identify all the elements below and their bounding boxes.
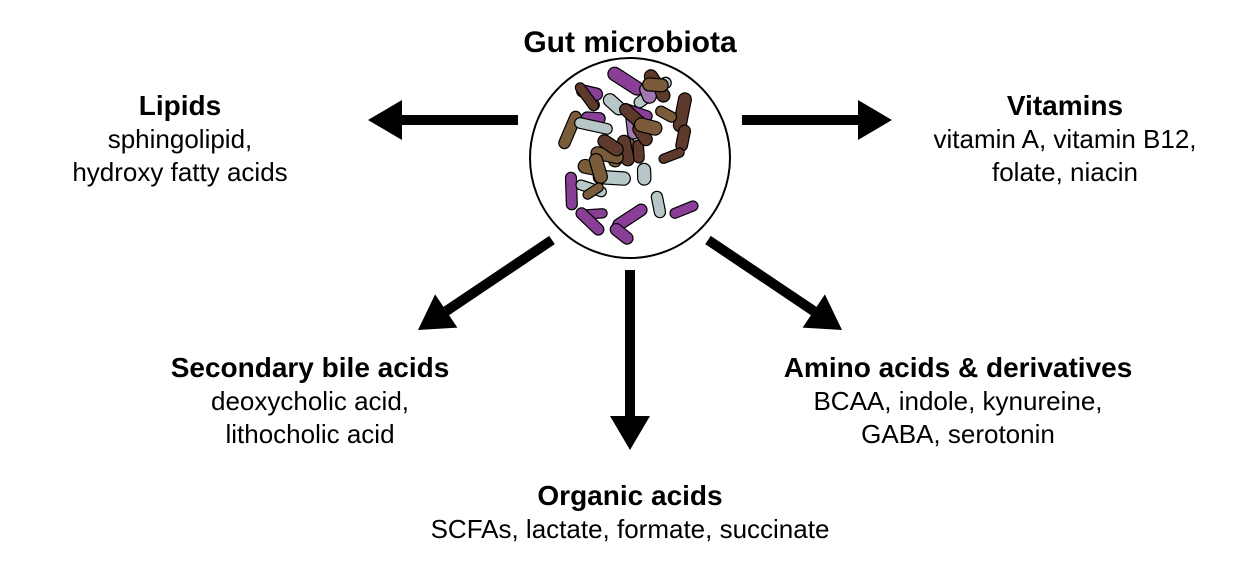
category-sub-amino_acids-1: GABA, serotonin [738, 418, 1178, 451]
bacterium-icon [610, 202, 649, 233]
title-gut-microbiota: Gut microbiota [380, 24, 880, 62]
bacterium-icon [577, 158, 605, 177]
bacterium-icon [633, 117, 663, 137]
bacterium-icon [616, 134, 635, 167]
bacterium-icon [574, 117, 614, 136]
category-sub-secondary_bile_acids-1: lithocholic acid [110, 418, 510, 451]
bacterium-icon [581, 181, 605, 201]
arrow-shaft-to-amino-acids [708, 240, 814, 311]
bacterium-icon [617, 101, 649, 132]
category-lipids: Lipidssphingolipid,hydroxy fatty acids [10, 88, 350, 188]
bacterium-icon [625, 110, 640, 140]
bacterium-icon [581, 112, 605, 125]
bacterium-icon [672, 92, 692, 133]
category-amino_acids: Amino acids & derivativesBCAA, indole, k… [738, 350, 1178, 450]
bacterium-icon [675, 124, 692, 152]
bacterium-icon [588, 152, 609, 185]
category-sub-organic_acids-0: SCFAs, lactate, formate, succinate [370, 513, 890, 546]
category-heading-organic_acids: Organic acids [370, 478, 890, 513]
category-heading-secondary_bile_acids: Secondary bile acids [110, 350, 510, 385]
bacterium-icon [650, 190, 666, 218]
arrow-head-to-organic [610, 416, 650, 450]
category-secondary_bile_acids: Secondary bile acidsdeoxycholic acid,lit… [110, 350, 510, 450]
microbiota-circle [530, 58, 730, 258]
bacterium-icon [608, 221, 636, 246]
arrow-head-to-lipids [368, 100, 402, 140]
bacterium-icon [632, 83, 663, 110]
category-sub-lipids-1: hydroxy fatty acids [10, 156, 350, 189]
bacterium-icon [654, 104, 679, 124]
diagram-canvas: Gut microbiota Lipidssphingolipid,hydrox… [0, 0, 1260, 572]
category-heading-lipids: Lipids [10, 88, 350, 123]
bacterium-icon [593, 170, 631, 186]
bacterium-icon [575, 84, 603, 102]
bacterium-icon [565, 172, 577, 210]
bacterium-icon [581, 208, 607, 219]
bacterium-icon [590, 146, 625, 165]
arrow-head-to-amino-acids [803, 294, 842, 330]
category-sub-amino_acids-0: BCAA, indole, kynureine, [738, 385, 1178, 418]
bacterium-icon [668, 200, 699, 220]
bacteria-cluster-icon [557, 65, 699, 247]
bacterium-icon [642, 67, 673, 104]
category-heading-amino_acids: Amino acids & derivatives [738, 350, 1178, 385]
bacterium-icon [557, 109, 583, 150]
category-heading-vitamins: Vitamins [885, 88, 1245, 123]
bacterium-icon [619, 102, 653, 123]
arrow-head-to-bile-acids [418, 294, 457, 330]
bacterium-icon [638, 80, 659, 105]
bacterium-icon [605, 65, 646, 98]
bacterium-icon [637, 163, 651, 185]
bacterium-icon [601, 91, 628, 118]
bacterium-icon [641, 75, 674, 101]
bacterium-icon [606, 135, 637, 170]
bacterium-icon [633, 140, 645, 164]
bacterium-icon [642, 78, 668, 93]
bacterium-icon [574, 206, 606, 238]
bacterium-icon [573, 81, 600, 113]
category-organic_acids: Organic acidsSCFAs, lactate, formate, su… [370, 478, 890, 546]
bacterium-icon [575, 179, 608, 198]
arrow-shaft-to-bile-acids [446, 240, 552, 311]
category-vitamins: Vitaminsvitamin A, vitamin B12,folate, n… [885, 88, 1245, 188]
category-sub-secondary_bile_acids-0: deoxycholic acid, [110, 385, 510, 418]
category-sub-vitamins-0: vitamin A, vitamin B12, [885, 123, 1245, 156]
bacterium-icon [595, 132, 625, 158]
bacterium-icon [630, 120, 654, 148]
category-sub-vitamins-1: folate, niacin [885, 156, 1245, 189]
bacterium-icon [579, 87, 601, 113]
title-text: Gut microbiota [380, 24, 880, 62]
bacterium-icon [658, 147, 686, 165]
category-sub-lipids-0: sphingolipid, [10, 123, 350, 156]
